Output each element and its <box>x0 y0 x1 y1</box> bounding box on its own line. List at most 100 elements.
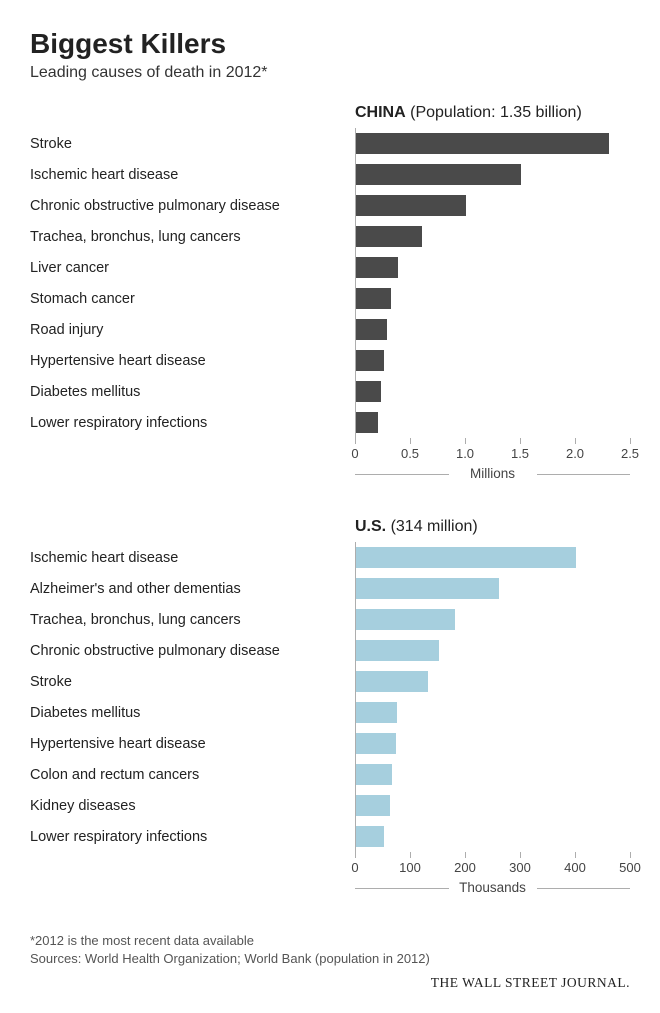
row-label: Lower respiratory infections <box>30 415 355 431</box>
footnote-line: Sources: World Health Organization; Worl… <box>30 950 630 968</box>
chart-row: Liver cancer <box>30 252 630 283</box>
bar-area <box>355 128 630 159</box>
bar-area <box>355 666 630 697</box>
bar-area <box>355 635 630 666</box>
row-label: Chronic obstructive pulmonary disease <box>30 198 355 214</box>
tick-mark <box>355 438 356 444</box>
row-label: Road injury <box>30 322 355 338</box>
bar <box>356 578 499 599</box>
tick-mark <box>465 438 466 444</box>
bar <box>356 826 384 847</box>
row-label: Liver cancer <box>30 260 355 276</box>
tick-mark <box>355 852 356 858</box>
bar-area <box>355 159 630 190</box>
chart-row: Ischemic heart disease <box>30 542 630 573</box>
bar-area <box>355 376 630 407</box>
bar <box>356 671 428 692</box>
footnote: *2012 is the most recent data available … <box>30 932 630 967</box>
row-label: Trachea, bronchus, lung cancers <box>30 612 355 628</box>
row-label: Colon and rectum cancers <box>30 767 355 783</box>
chart-row: Trachea, bronchus, lung cancers <box>30 221 630 252</box>
bar <box>356 319 387 340</box>
tick-label: 1.0 <box>456 446 474 461</box>
chart-row: Ischemic heart disease <box>30 159 630 190</box>
row-label: Diabetes mellitus <box>30 384 355 400</box>
tick-label: 300 <box>509 860 531 875</box>
chart-row: Diabetes mellitus <box>30 697 630 728</box>
chart-us: U.S. (314 million) Ischemic heart disease… <box>30 518 630 898</box>
axis-spacer <box>30 438 355 484</box>
tick-label: 2.5 <box>621 446 639 461</box>
chart-row: Colon and rectum cancers <box>30 759 630 790</box>
bar-area <box>355 728 630 759</box>
row-label: Hypertensive heart disease <box>30 736 355 752</box>
bar <box>356 257 398 278</box>
axis-baseline <box>355 474 449 475</box>
bar-area <box>355 190 630 221</box>
chart-row: Lower respiratory infections <box>30 407 630 438</box>
chart-row: Hypertensive heart disease <box>30 345 630 376</box>
tick-label: 1.5 <box>511 446 529 461</box>
bar-area <box>355 821 630 852</box>
chart-header: U.S. (314 million) <box>355 518 630 536</box>
row-label: Trachea, bronchus, lung cancers <box>30 229 355 245</box>
tick-label: 0 <box>351 860 358 875</box>
bar-area <box>355 283 630 314</box>
chart-row: Stomach cancer <box>30 283 630 314</box>
bar <box>356 609 455 630</box>
bar <box>356 733 396 754</box>
population-note: (Population: 1.35 billion) <box>406 104 582 121</box>
bar <box>356 412 378 433</box>
country-name: U.S. <box>355 518 386 535</box>
bar <box>356 195 466 216</box>
tick-mark <box>465 852 466 858</box>
bar <box>356 350 384 371</box>
row-label: Kidney diseases <box>30 798 355 814</box>
tick-label: 2.0 <box>566 446 584 461</box>
tick-label: 400 <box>564 860 586 875</box>
tick-label: 500 <box>619 860 641 875</box>
row-label: Stomach cancer <box>30 291 355 307</box>
tick-mark <box>410 438 411 444</box>
bar <box>356 702 397 723</box>
axis-label: Millions <box>464 466 521 481</box>
tick-label: 0 <box>351 446 358 461</box>
bar-area <box>355 790 630 821</box>
chart-row: Chronic obstructive pulmonary disease <box>30 190 630 221</box>
charts-container: CHINA (Population: 1.35 billion) Stroke Is… <box>30 104 630 898</box>
chart-title: Biggest Killers <box>30 28 630 60</box>
tick-mark <box>575 438 576 444</box>
bar-area <box>355 604 630 635</box>
bar <box>356 764 392 785</box>
chart-row: Stroke <box>30 128 630 159</box>
footnote-line: *2012 is the most recent data available <box>30 932 630 950</box>
bar-area <box>355 697 630 728</box>
chart-china: CHINA (Population: 1.35 billion) Stroke Is… <box>30 104 630 484</box>
chart-row: Diabetes mellitus <box>30 376 630 407</box>
bar-area <box>355 407 630 438</box>
chart-header: CHINA (Population: 1.35 billion) <box>355 104 630 122</box>
axis-label: Thousands <box>453 880 532 895</box>
bar-area <box>355 759 630 790</box>
row-label: Hypertensive heart disease <box>30 353 355 369</box>
row-label: Stroke <box>30 674 355 690</box>
axis-row: 0100200300400500Thousands <box>30 852 630 898</box>
bar <box>356 133 609 154</box>
chart-row: Alzheimer's and other dementias <box>30 573 630 604</box>
x-axis: 0100200300400500Thousands <box>355 852 630 898</box>
tick-mark <box>410 852 411 858</box>
tick-label: 100 <box>399 860 421 875</box>
x-axis: 00.51.01.52.02.5Millions <box>355 438 630 484</box>
chart-row: Hypertensive heart disease <box>30 728 630 759</box>
tick-label: 0.5 <box>401 446 419 461</box>
row-label: Chronic obstructive pulmonary disease <box>30 643 355 659</box>
bar-area <box>355 345 630 376</box>
row-label: Lower respiratory infections <box>30 829 355 845</box>
bar <box>356 226 422 247</box>
bar <box>356 795 390 816</box>
tick-mark <box>630 852 631 858</box>
chart-subtitle: Leading causes of death in 2012* <box>30 64 630 82</box>
bar-area <box>355 221 630 252</box>
tick-mark <box>520 438 521 444</box>
row-label: Ischemic heart disease <box>30 167 355 183</box>
